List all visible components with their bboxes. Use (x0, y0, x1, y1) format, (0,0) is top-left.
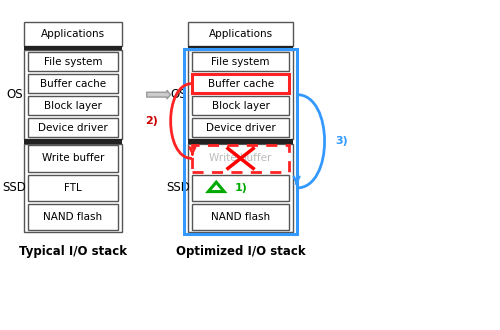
FancyBboxPatch shape (192, 52, 290, 71)
Text: Device driver: Device driver (206, 123, 276, 133)
Text: Write buffer: Write buffer (42, 153, 104, 163)
Text: FTL: FTL (64, 183, 82, 193)
FancyBboxPatch shape (28, 146, 118, 172)
Bar (24, 139, 122, 144)
FancyBboxPatch shape (28, 118, 118, 137)
FancyBboxPatch shape (28, 96, 118, 115)
Text: Buffer cache: Buffer cache (40, 79, 106, 88)
FancyBboxPatch shape (192, 146, 290, 172)
Text: OS: OS (6, 88, 22, 101)
Text: NAND flash: NAND flash (211, 213, 270, 222)
Text: File system: File system (212, 56, 270, 67)
Text: 2): 2) (145, 116, 158, 126)
FancyBboxPatch shape (192, 204, 290, 230)
FancyBboxPatch shape (192, 74, 290, 93)
Text: Buffer cache: Buffer cache (208, 79, 274, 88)
Text: 1): 1) (235, 183, 248, 193)
Text: SSD: SSD (2, 182, 26, 194)
Bar (188, 139, 293, 144)
FancyBboxPatch shape (192, 175, 290, 201)
FancyBboxPatch shape (28, 52, 118, 71)
Text: Device driver: Device driver (38, 123, 108, 133)
FancyBboxPatch shape (28, 175, 118, 201)
FancyBboxPatch shape (28, 204, 118, 230)
Text: 3): 3) (335, 136, 348, 146)
FancyBboxPatch shape (24, 22, 122, 46)
FancyBboxPatch shape (188, 144, 293, 232)
Text: Applications: Applications (208, 29, 272, 39)
Text: OS: OS (170, 88, 186, 101)
Text: Typical I/O stack: Typical I/O stack (19, 245, 127, 258)
Text: Block layer: Block layer (212, 101, 270, 111)
FancyBboxPatch shape (192, 96, 290, 115)
FancyBboxPatch shape (28, 74, 118, 93)
FancyBboxPatch shape (24, 144, 122, 232)
Text: File system: File system (44, 56, 102, 67)
Text: SSD: SSD (166, 182, 190, 194)
Text: Block layer: Block layer (44, 101, 102, 111)
FancyBboxPatch shape (24, 50, 122, 139)
Bar (24, 46, 122, 50)
Text: Applications: Applications (41, 29, 105, 39)
FancyBboxPatch shape (188, 22, 293, 46)
Text: Optimized I/O stack: Optimized I/O stack (176, 245, 306, 258)
FancyBboxPatch shape (192, 118, 290, 137)
Bar (188, 46, 293, 50)
FancyBboxPatch shape (188, 50, 293, 139)
Text: NAND flash: NAND flash (44, 213, 102, 222)
Text: Write buffer: Write buffer (210, 153, 272, 163)
